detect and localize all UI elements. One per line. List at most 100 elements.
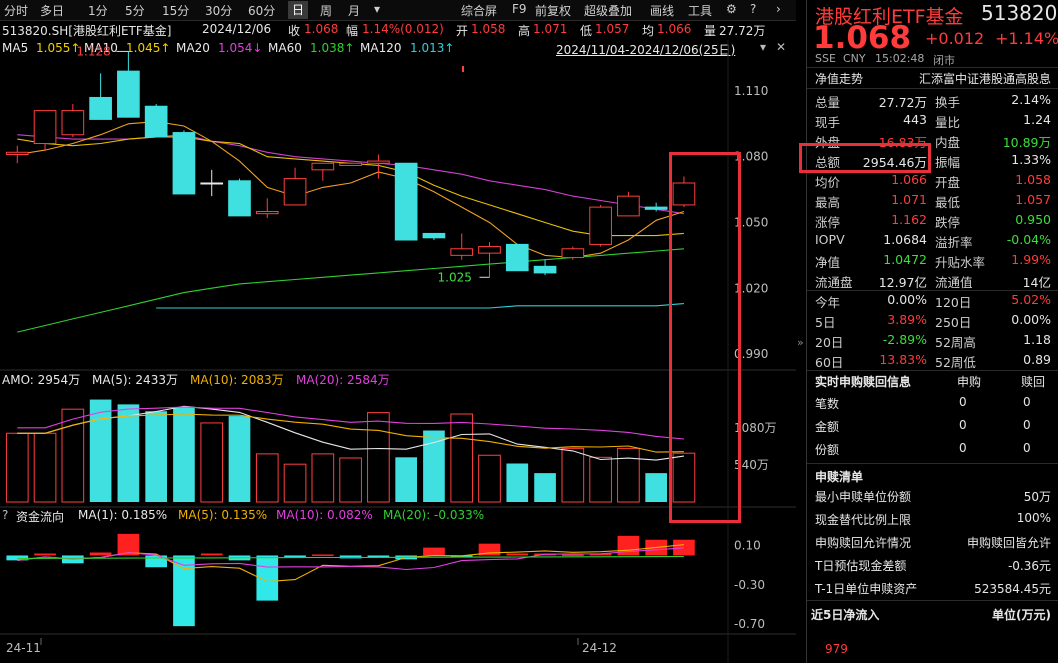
avg-value: 1.066: [657, 22, 692, 36]
expand-arrow-icon[interactable]: »: [797, 336, 804, 349]
flow-bar: [478, 543, 501, 556]
stats-value: 1.162: [891, 212, 927, 227]
dropdown-arrow-icon[interactable]: ▾: [374, 2, 381, 16]
stats-row: 最高 1.071 最低 1.057: [807, 190, 1058, 210]
stats-label: 现手: [815, 115, 841, 130]
tab-multiday[interactable]: 多日: [40, 4, 65, 18]
highlight-box-chart: [669, 152, 741, 523]
subscription-col2: 赎回: [1021, 375, 1046, 389]
tab-15min[interactable]: 15分: [162, 4, 190, 18]
avg-label: 均: [642, 24, 655, 38]
stats-label: 流通盘: [815, 275, 853, 290]
tab-week[interactable]: 周: [320, 4, 333, 18]
tab-month[interactable]: 月: [348, 4, 361, 18]
open-value: 1.058: [471, 22, 506, 36]
tab-intraday[interactable]: 分时: [4, 4, 29, 18]
amo-bar: [228, 416, 251, 502]
stats-row: 净值 1.0472 升贴水率 1.99%: [807, 250, 1058, 270]
f9-button[interactable]: F9: [512, 2, 527, 16]
date-range[interactable]: 2024/11/04-2024/12/06(25日): [556, 43, 736, 57]
redeem-row-value: 100%: [1016, 511, 1051, 525]
ma10-label: MA10: [84, 41, 118, 55]
stats-value: 0.950: [1015, 212, 1051, 227]
periods-value: 13.83%: [879, 352, 927, 367]
amo-bar: [339, 457, 362, 503]
stats-value: 10.89万: [1002, 135, 1051, 150]
periods-label: 60日: [815, 355, 844, 370]
flow-ma20-label: MA(20): -0.033%: [383, 508, 485, 522]
stats-value: 14亿: [1022, 275, 1051, 290]
tools-button[interactable]: 工具: [688, 4, 713, 18]
periods-label: 今年: [815, 295, 841, 310]
composite-screen-button[interactable]: 综合屏: [461, 4, 498, 18]
periods-value: 0.89: [1023, 352, 1051, 367]
stats-value: 1.0472: [883, 252, 927, 267]
open-label: 开: [456, 24, 469, 38]
candle-body: [228, 180, 251, 217]
stats-value: 1.057: [1015, 192, 1051, 207]
nav-trend-tab[interactable]: 净值走势: [815, 72, 864, 86]
periods-label: 5日: [815, 315, 836, 330]
collapse-icon[interactable]: ›: [776, 2, 781, 16]
period-toolbar: 分时 多日 1分 5分 15分 30分 60分 日 周 月 ▾ 综合屏 F9 前…: [0, 0, 796, 21]
ma60-line: [17, 248, 684, 333]
amo-bar: [367, 412, 390, 503]
amo-bar: [5, 432, 29, 503]
ma-legend: MA5 1.055↑ MA10 1.045↑ MA20 1.054↓ MA60 …: [0, 40, 796, 58]
redeem-row-label: T日预估现金差额: [815, 559, 907, 573]
tab-30min[interactable]: 30分: [205, 4, 233, 18]
stats-value: 1.066: [891, 172, 927, 187]
candle-body: [33, 110, 57, 145]
stats-label: 开盘: [935, 175, 961, 190]
flow-bar: [339, 555, 362, 559]
ma10-value: 1.045↑: [126, 41, 171, 55]
candle-body: [450, 248, 474, 256]
amo-ma20-label: MA(20): 2584万: [296, 373, 390, 387]
overlay-button[interactable]: 超级叠加: [584, 4, 633, 18]
stats-label: 溢折率: [935, 235, 973, 250]
kline-chart[interactable]: 1.110 1.080 1.050 1.020 0.990 1.128 1.025 1080…: [0, 40, 796, 663]
tab-60min[interactable]: 60分: [248, 4, 276, 18]
amo-bar: [589, 456, 612, 503]
stats-label: IOPV: [815, 232, 845, 247]
redeem-row-value: 50万: [1023, 490, 1051, 504]
flow-bar: [589, 553, 612, 556]
ma60-label: MA60: [268, 41, 302, 55]
candle-body: [589, 206, 612, 245]
ma120-label: MA120: [360, 41, 402, 55]
currency: CNY: [843, 52, 866, 65]
amo-legend: AMO: 2954万 MA(5): 2433万 MA(10): 2083万 MA…: [0, 370, 500, 388]
change-value: 1.14%(0.012): [362, 22, 444, 36]
amo-bar: [506, 463, 529, 502]
flow-ma10-line: [17, 547, 684, 571]
forward-adjust-button[interactable]: 前复权: [535, 4, 572, 18]
flow-bar: [562, 554, 584, 556]
inflow-unit: 单位(万元): [992, 608, 1051, 622]
close-label: 收: [288, 24, 301, 38]
range-dropdown-icon[interactable]: ▾: [760, 40, 767, 54]
tab-5min[interactable]: 5分: [125, 4, 145, 18]
fund-name: 港股红利ETF基金: [815, 6, 964, 28]
subscription-row-v2: 0: [1023, 441, 1031, 455]
price-change: +0.012: [925, 29, 985, 48]
tab-1min[interactable]: 1分: [88, 4, 108, 18]
flow-bar: [506, 553, 529, 556]
amo-bar: [33, 432, 57, 503]
amo-bar: [311, 453, 335, 503]
gear-icon[interactable]: ⚙: [726, 2, 737, 16]
price-axis-label: 1.050: [734, 215, 768, 229]
stats-value: 1.99%: [1011, 252, 1051, 267]
periods-value: 0.00%: [887, 292, 927, 307]
help-icon[interactable]: ?: [2, 508, 9, 522]
close-icon[interactable]: ✕: [776, 40, 787, 54]
redeem-row-label: 最小申赎单位份额: [815, 490, 912, 504]
periods-value: 3.89%: [887, 312, 927, 327]
draw-line-button[interactable]: 画线: [650, 4, 675, 18]
stats-label: 流通值: [935, 275, 973, 290]
info-date: 2024/12/06: [202, 22, 272, 36]
stats-label: 总量: [815, 95, 841, 110]
tab-day[interactable]: 日: [288, 1, 309, 19]
stats-label: 内盘: [935, 135, 961, 150]
amo-bar: [145, 411, 167, 502]
question-icon[interactable]: ?: [750, 2, 757, 16]
